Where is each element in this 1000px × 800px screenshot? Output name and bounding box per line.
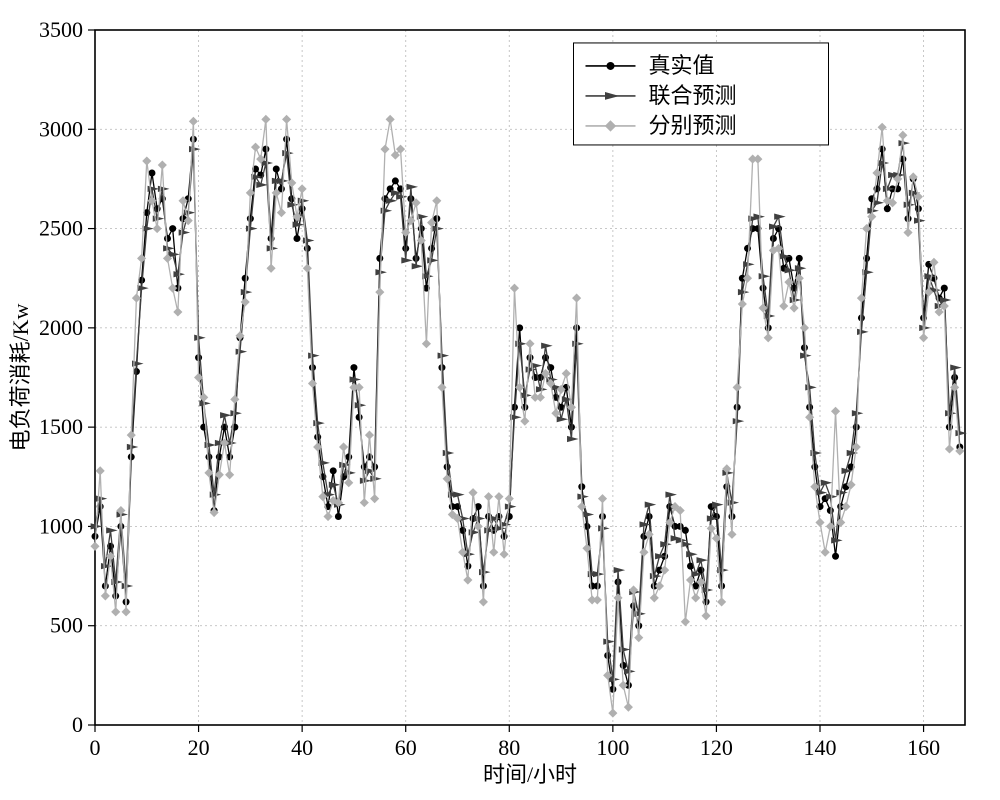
marker-point <box>832 553 839 560</box>
marker-point <box>884 205 891 212</box>
legend: 真实值联合预测分别预测 <box>574 43 829 145</box>
svg-text:120: 120 <box>700 735 733 760</box>
svg-text:500: 500 <box>50 613 83 638</box>
marker-point <box>148 169 155 176</box>
marker-point <box>573 324 580 331</box>
marker-point <box>345 453 352 460</box>
marker-point <box>402 245 409 252</box>
marker-point <box>205 453 212 460</box>
marker-point <box>247 215 254 222</box>
y-axis-label: 电负荷消耗/Kw <box>8 303 33 451</box>
x-axis-label: 时间/小时 <box>483 762 577 787</box>
line-chart: 0 20 40 60 80 100 120 140 160 0 500 1000 1500 2000 250… <box>0 0 1000 800</box>
svg-text:160: 160 <box>907 735 940 760</box>
svg-text:2500: 2500 <box>39 216 83 241</box>
marker-point <box>335 513 342 520</box>
svg-text:0: 0 <box>72 712 83 737</box>
svg-text:40: 40 <box>291 735 313 760</box>
svg-text:3000: 3000 <box>39 116 83 141</box>
marker-point <box>392 177 399 184</box>
svg-text:60: 60 <box>395 735 417 760</box>
marker-point <box>117 523 124 530</box>
svg-text:20: 20 <box>188 735 210 760</box>
marker-point <box>350 364 357 371</box>
svg-text:0: 0 <box>90 735 101 760</box>
marker-point <box>941 285 948 292</box>
svg-text:1000: 1000 <box>39 513 83 538</box>
svg-text:80: 80 <box>498 735 520 760</box>
marker-point <box>242 275 249 282</box>
svg-text:1500: 1500 <box>39 414 83 439</box>
marker-point <box>273 166 280 173</box>
legend-label: 真实值 <box>649 53 715 78</box>
marker-point <box>480 583 487 590</box>
marker-point <box>262 146 269 153</box>
marker-point <box>620 662 627 669</box>
svg-text:3500: 3500 <box>39 17 83 42</box>
marker-point <box>682 527 689 534</box>
marker-point <box>112 592 119 599</box>
marker-point <box>330 467 337 474</box>
marker-point <box>527 354 534 361</box>
svg-text:100: 100 <box>596 735 629 760</box>
svg-text:2000: 2000 <box>39 315 83 340</box>
legend-label: 分别预测 <box>649 113 737 138</box>
legend-label: 联合预测 <box>649 83 737 108</box>
svg-text:140: 140 <box>804 735 837 760</box>
marker-point <box>293 235 300 242</box>
marker-point <box>169 225 176 232</box>
marker-point <box>376 255 383 262</box>
marker-point <box>796 255 803 262</box>
